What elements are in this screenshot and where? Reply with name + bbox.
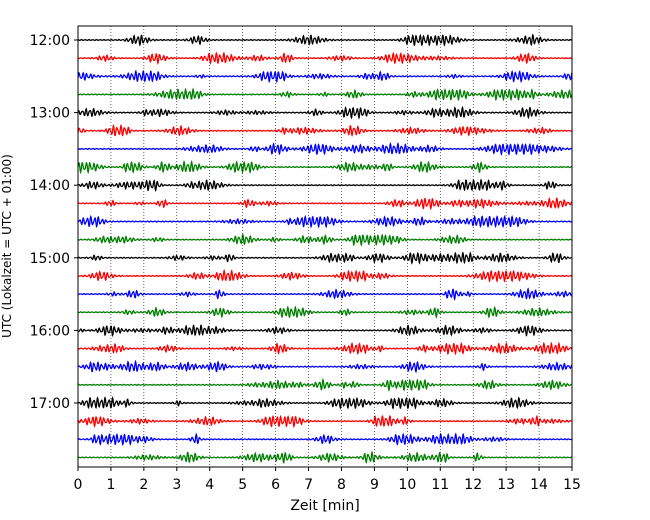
seismogram-trace [77, 396, 573, 410]
seismic-traces [77, 33, 573, 465]
seismogram-trace [77, 69, 573, 84]
seismogram-trace [77, 251, 573, 265]
y-tick-label: 14:00 [30, 178, 70, 194]
seismogram-trace [77, 268, 573, 283]
x-axis-label: Zeit [min] [290, 498, 359, 514]
x-tick-label: 4 [205, 477, 214, 493]
x-tick-label: 1 [106, 477, 115, 493]
x-tick-label: 8 [337, 477, 346, 493]
seismogram-trace [77, 414, 573, 429]
y-tick-label: 17:00 [30, 396, 70, 412]
x-tick-label: 14 [530, 477, 548, 493]
x-tick-label: 13 [497, 477, 515, 493]
x-axis: 0 1 2 3 4 5 6 7 8 9 10 11 12 13 14 15 [74, 467, 581, 493]
seismogram-trace [77, 105, 573, 120]
y-tick-label: 13:00 [30, 106, 70, 122]
y-tick-label: 16:00 [30, 323, 70, 339]
seismogram-trace [77, 159, 573, 175]
seismogram-trace [77, 51, 573, 65]
seismogram-trace [77, 432, 573, 446]
seismogram-trace [77, 324, 573, 338]
seismogram-trace [77, 33, 573, 47]
x-tick-label: 7 [304, 477, 313, 493]
x-tick-label: 11 [431, 477, 449, 493]
x-tick-label: 3 [172, 477, 181, 493]
x-tick-label: 6 [271, 477, 280, 493]
seismogram-trace [77, 450, 573, 465]
x-tick-label: 12 [464, 477, 482, 493]
seismogram-trace [77, 341, 573, 356]
x-tick-label: 9 [370, 477, 379, 493]
seismogram-trace [77, 141, 573, 156]
x-tick-label: 5 [238, 477, 247, 493]
seismogram-trace [77, 214, 573, 229]
seismogram-trace [77, 233, 572, 247]
seismogram-trace [77, 378, 573, 392]
x-tick-label: 15 [563, 477, 581, 493]
y-tick-label: 15:00 [30, 251, 70, 267]
seismogram-trace [77, 178, 573, 192]
seismogram-trace [77, 287, 573, 301]
y-tick-label: 12:00 [30, 33, 70, 49]
x-tick-label: 0 [74, 477, 83, 493]
x-tick-label: 2 [139, 477, 148, 493]
x-tick-label: 10 [398, 477, 416, 493]
seismogram-trace [77, 123, 573, 137]
plot-frame [77, 25, 573, 468]
seismogram-trace [77, 197, 573, 211]
y-axis-label: UTC (Lokalzeit = UTC + 01:00) [0, 154, 14, 338]
y-axis: 12:00 13:00 14:00 15:00 16:00 17:00 [30, 33, 78, 412]
seismogram-trace [77, 359, 573, 374]
seismogram-trace [77, 305, 573, 319]
seismogram-trace [77, 87, 573, 102]
